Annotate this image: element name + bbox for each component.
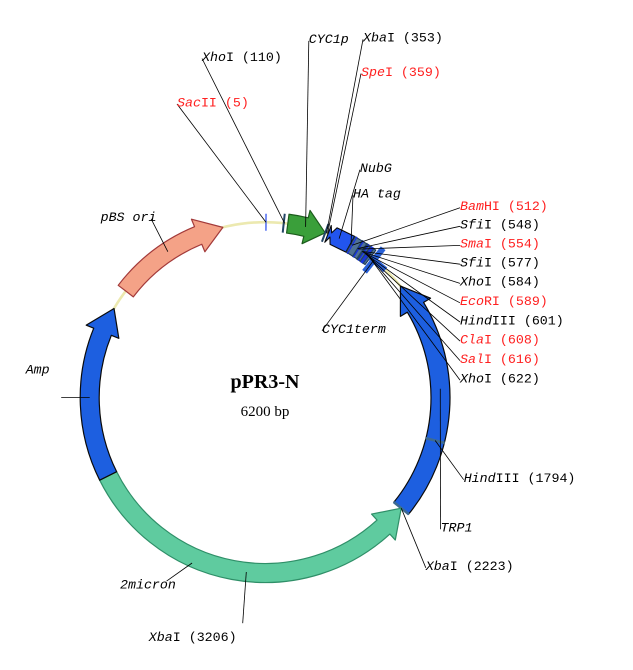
svg-text:NubG: NubG [360,161,392,176]
svg-text:HindIII (1794): HindIII (1794) [464,471,576,486]
svg-text:EcoRI (589): EcoRI (589) [460,294,548,309]
svg-text:SpeI (359): SpeI (359) [361,65,441,80]
svg-text:HindIII (601): HindIII (601) [460,313,564,328]
svg-text:SacII (5): SacII (5) [177,95,249,110]
svg-text:XhoI (584): XhoI (584) [459,275,540,290]
svg-text:XbaI (2223): XbaI (2223) [425,559,514,574]
svg-text:BamHI (512): BamHI (512) [460,199,548,214]
svg-text:pPR3-N: pPR3-N [231,371,300,393]
svg-text:SmaI (554): SmaI (554) [460,237,540,252]
svg-text:2micron: 2micron [120,578,176,593]
svg-text:SfiI (577): SfiI (577) [460,256,540,271]
svg-text:SfiI (548): SfiI (548) [460,218,540,233]
svg-text:CYC1term: CYC1term [322,322,386,337]
svg-text:TRP1: TRP1 [441,521,473,536]
svg-text:Amp: Amp [25,363,50,378]
svg-text:SalI (616): SalI (616) [460,352,540,367]
svg-text:ClaI (608): ClaI (608) [460,332,540,347]
svg-text:XbaI (353): XbaI (353) [362,31,443,46]
svg-text:pBS ori: pBS ori [100,210,157,225]
svg-text:6200 bp: 6200 bp [241,404,290,420]
svg-text:XbaI (3206): XbaI (3206) [148,630,237,645]
svg-text:XhoI (622): XhoI (622) [459,371,540,386]
svg-text:XhoI (110): XhoI (110) [201,50,282,65]
svg-text:CYC1p: CYC1p [309,32,349,47]
svg-text:HA tag: HA tag [353,187,401,202]
